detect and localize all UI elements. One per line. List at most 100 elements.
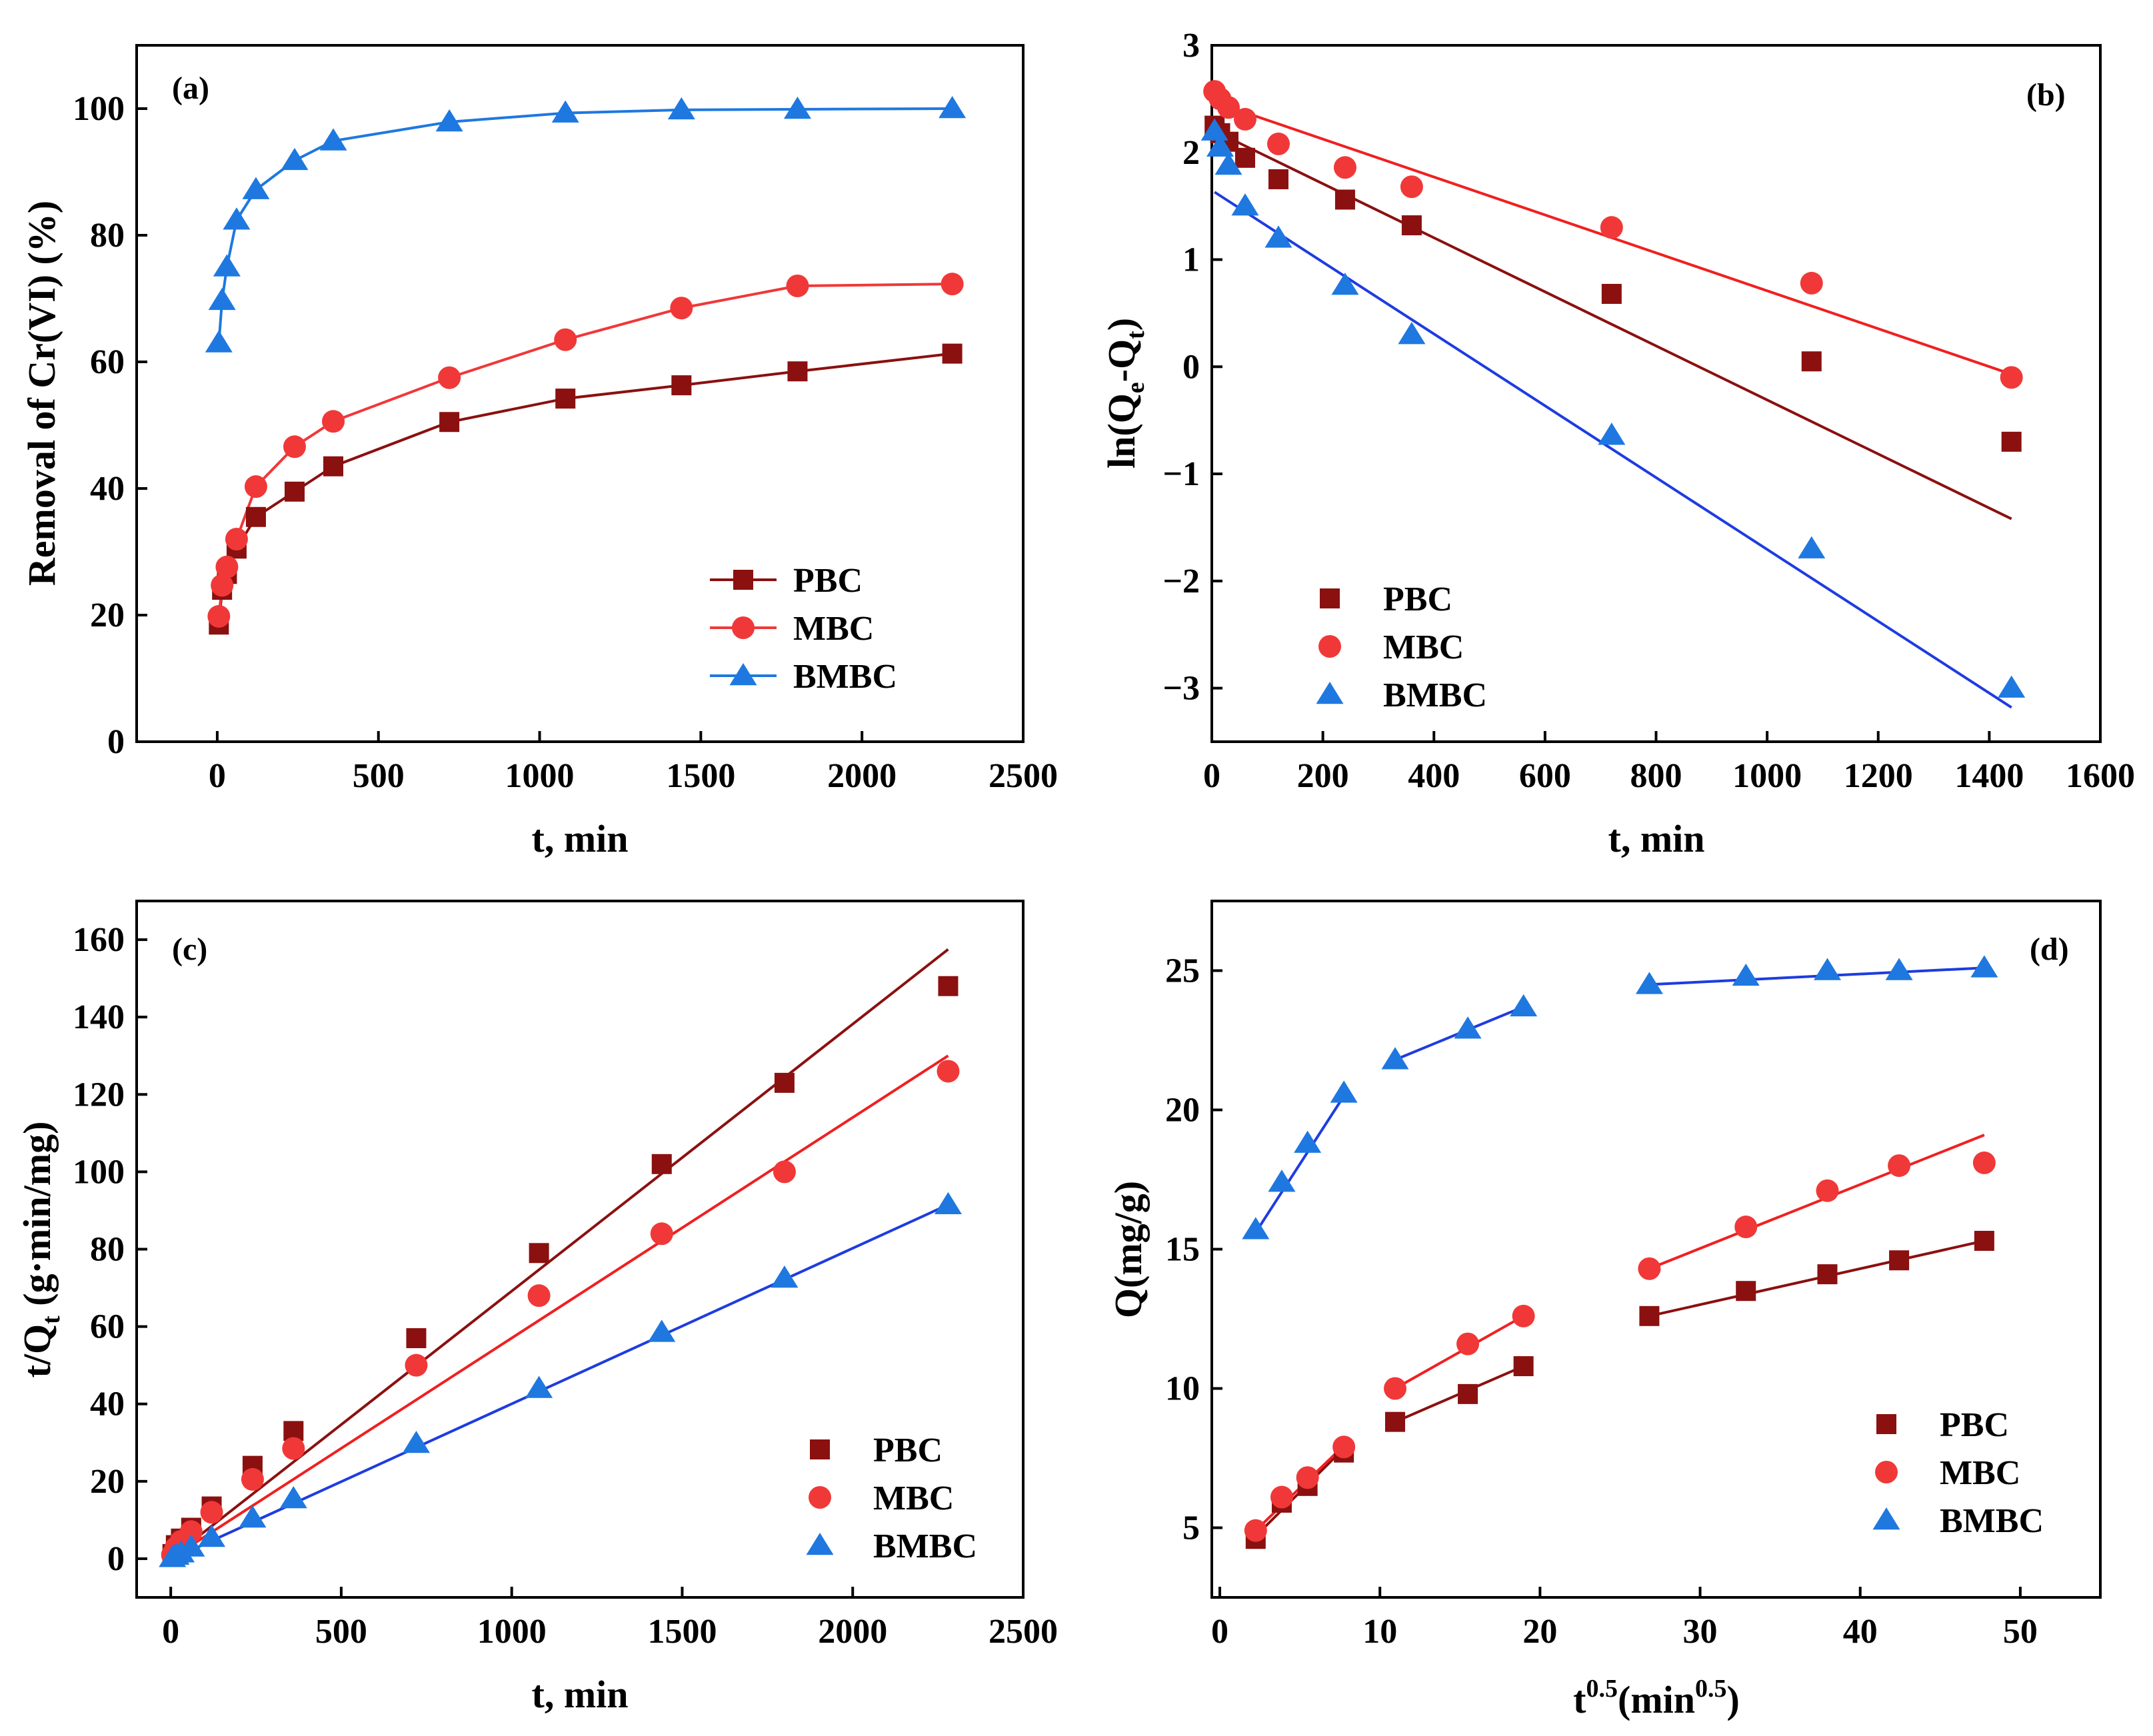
data-point-PBC-9 <box>671 375 692 396</box>
data-point-BMBC-9 <box>648 1319 676 1342</box>
data-point-PBC-8 <box>529 1243 549 1264</box>
legend-marker-PBC <box>1320 588 1340 608</box>
markers-b <box>1200 80 2026 698</box>
xtick-label-c-1: 500 <box>315 1613 367 1651</box>
legend-marker-BMBC <box>1316 682 1344 704</box>
data-point-PBC-4 <box>1385 1411 1406 1432</box>
xtick-label-a-4: 2000 <box>827 757 897 795</box>
data-point-BMBC-10 <box>771 1266 799 1288</box>
xlabel-d-sup1: 0.5 <box>1586 1675 1618 1703</box>
data-point-BMBC-5 <box>239 1505 267 1528</box>
data-point-MBC-8 <box>527 1284 551 1307</box>
ylabel-b: ln(Qe-Qt) <box>1100 318 1150 468</box>
data-point-PBC-11 <box>938 976 959 996</box>
data-point-BMBC-5 <box>1331 273 1359 295</box>
ytick-label-a-4: 80 <box>90 217 125 255</box>
xtick-label-b-7: 1400 <box>1954 757 2024 795</box>
data-point-BMBC-10 <box>783 96 811 119</box>
xaxis-d: 0 10 20 30 40 50 <box>1211 1587 2038 1651</box>
data-point-MBC-7 <box>1638 1257 1661 1280</box>
data-point-MBC-7 <box>1600 216 1623 239</box>
data-point-PBC-7 <box>1639 1305 1660 1326</box>
ytick-label-b-1: −2 <box>1162 562 1200 600</box>
ylabel-a: Removal of Cr(VI) (%) <box>20 201 63 586</box>
legend-c: PBC MBC BMBC <box>806 1431 977 1565</box>
xlabel-d-end: ) <box>1727 1678 1740 1721</box>
legend-label-MBC: MBC <box>1940 1454 2020 1492</box>
data-point-MBC-0 <box>207 604 231 628</box>
xtick-label-c-0: 0 <box>162 1613 179 1651</box>
data-point-MBC-5 <box>1456 1332 1480 1355</box>
data-point-BMBC-6 <box>279 1485 307 1509</box>
legend-a: PBC MBC BMBC <box>710 562 897 696</box>
data-point-PBC-10 <box>1889 1250 1910 1271</box>
xtick-label-b-8: 1600 <box>2066 757 2135 795</box>
data-point-MBC-10 <box>773 1160 796 1184</box>
ytick-label-d-0: 5 <box>1182 1509 1200 1547</box>
xlabel-d-mid: (min <box>1618 1678 1695 1721</box>
ytick-label-d-1: 10 <box>1165 1370 1200 1408</box>
data-point-BMBC-0 <box>1200 118 1228 141</box>
data-point-MBC-6 <box>1400 175 1423 199</box>
xtick-label-a-2: 1000 <box>505 757 575 795</box>
legend-label-BMBC: BMBC <box>1940 1502 2044 1540</box>
ylabel-d: Q(mg/g) <box>1106 1181 1150 1318</box>
xtick-label-a-3: 1500 <box>666 757 735 795</box>
xtick-label-d-3: 30 <box>1683 1613 1718 1651</box>
ylabel-b-main: ln(Q <box>1100 393 1143 468</box>
plot-frame-b <box>1210 44 2102 743</box>
ylabel-b-sub-t: t <box>1122 331 1150 339</box>
data-point-PBC-4 <box>1268 169 1288 189</box>
ytick-label-b-6: 3 <box>1182 27 1200 65</box>
data-point-BMBC-2 <box>1294 1130 1322 1153</box>
ytick-label-a-0: 0 <box>107 723 125 761</box>
panel-label-b: (b) <box>2026 77 2066 113</box>
legend-label-MBC: MBC <box>873 1479 954 1517</box>
data-point-BMBC-7 <box>1635 972 1663 994</box>
ytick-label-b-0: −3 <box>1162 670 1200 708</box>
yaxis-b: −3 −2 −1 0 1 2 3 <box>1162 27 1222 708</box>
data-point-MBC-11 <box>1972 1151 1996 1174</box>
data-point-MBC-11 <box>937 1060 960 1083</box>
data-point-MBC-4 <box>200 1501 223 1524</box>
data-point-BMBC-2 <box>213 254 241 277</box>
legend-label-PBC: PBC <box>873 1431 943 1469</box>
ytick-label-d-4: 25 <box>1165 952 1200 990</box>
plot-frame-d <box>1210 900 2102 1599</box>
data-point-PBC-6 <box>323 456 344 476</box>
xlabel-d-sup2: 0.5 <box>1695 1675 1727 1703</box>
ytick-label-c-2: 40 <box>90 1385 125 1423</box>
data-point-BMBC-5 <box>1454 1016 1482 1039</box>
ytick-label-c-3: 60 <box>90 1308 125 1346</box>
markers-a <box>205 96 967 635</box>
data-point-PBC-11 <box>1974 1230 1994 1251</box>
data-point-BMBC-3 <box>177 1534 205 1557</box>
fit-segment-MBC-2 <box>1648 1134 1985 1270</box>
legend-label-BMBC: BMBC <box>1383 676 1487 714</box>
ytick-label-a-3: 60 <box>90 343 125 381</box>
lines-c <box>171 948 949 1560</box>
xtick-label-d-2: 20 <box>1522 1613 1557 1651</box>
data-point-BMBC-6 <box>1398 322 1426 345</box>
data-point-PBC-11 <box>942 343 963 364</box>
data-point-MBC-3 <box>1332 1435 1356 1459</box>
ytick-label-d-3: 20 <box>1165 1092 1200 1130</box>
data-point-MBC-8 <box>1800 271 1823 295</box>
data-point-PBC-9 <box>651 1154 672 1174</box>
fit-segment-MBC-1 <box>1394 1315 1524 1390</box>
legend-label-MBC: MBC <box>1383 628 1464 666</box>
data-point-BMBC-1 <box>208 287 236 311</box>
legend-b: PBC MBC BMBC <box>1316 580 1487 714</box>
data-point-BMBC-8 <box>551 100 579 123</box>
xtick-label-d-4: 40 <box>1843 1613 1878 1651</box>
panel-label-a: (a) <box>172 71 209 106</box>
ytick-label-a-2: 40 <box>90 470 125 508</box>
data-point-PBC-7 <box>439 412 460 433</box>
xtick-label-b-0: 0 <box>1203 757 1220 795</box>
xtick-label-b-3: 600 <box>1519 757 1571 795</box>
data-point-PBC-3 <box>1234 147 1255 168</box>
data-point-MBC-1 <box>211 574 234 597</box>
data-point-MBC-10 <box>1888 1154 1911 1178</box>
data-point-MBC-4 <box>1266 132 1290 155</box>
